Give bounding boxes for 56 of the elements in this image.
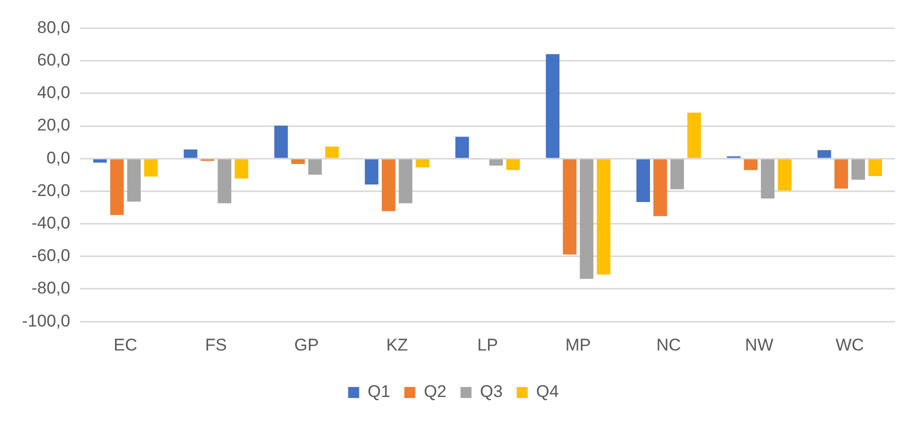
bar [93,159,107,163]
bar [778,159,792,191]
bar [687,112,701,158]
y-tick-label: -80,0 [31,278,70,298]
x-tick-label: LP [477,335,498,354]
bar [562,159,576,254]
x-tick-label: EC [114,335,138,354]
bar [455,136,469,158]
x-tick-label: KZ [386,335,408,354]
legend-label: Q4 [536,382,559,402]
bar [127,159,141,202]
y-tick-label: -100,0 [22,311,70,330]
x-tick-label: WC [836,335,864,354]
bar [184,149,198,158]
bar [868,159,882,176]
y-tick-label: 40,0 [37,83,70,102]
bar [218,159,232,204]
bar [817,150,832,158]
bar [670,159,684,190]
bar [546,54,560,158]
x-tick-label: MP [565,335,591,354]
x-tick-label: GP [294,335,319,354]
bar [760,159,774,199]
bar [144,159,158,177]
legend-label: Q1 [368,382,390,402]
x-tick-label: FS [205,335,227,354]
bar [364,159,378,185]
bar [580,159,594,279]
y-tick-label: -60,0 [31,246,70,266]
bar [308,159,322,175]
y-tick-label: -20,0 [31,180,70,200]
bar [489,159,503,166]
bar [653,159,667,216]
bar [291,159,305,164]
bar [851,159,866,180]
bar [274,126,288,158]
y-tick-label: 60,0 [37,50,70,70]
bar [506,159,520,170]
bar [416,159,430,168]
bar [834,159,848,189]
legend-label: Q2 [424,382,447,402]
bar [636,159,650,202]
y-tick-label: 0,0 [46,148,70,168]
bar [398,159,412,204]
y-tick-label: -40,0 [31,213,70,232]
x-tick-label: NW [745,335,774,354]
bar [110,159,124,215]
x-tick-label: NC [656,335,681,354]
y-tick-label: 20,0 [37,116,70,135]
bar [382,159,396,212]
bar [596,159,610,274]
bar [325,146,339,158]
legend-label: Q3 [480,382,503,402]
bar [744,159,758,170]
y-tick-label: 80,0 [37,18,70,37]
bar [234,159,248,178]
